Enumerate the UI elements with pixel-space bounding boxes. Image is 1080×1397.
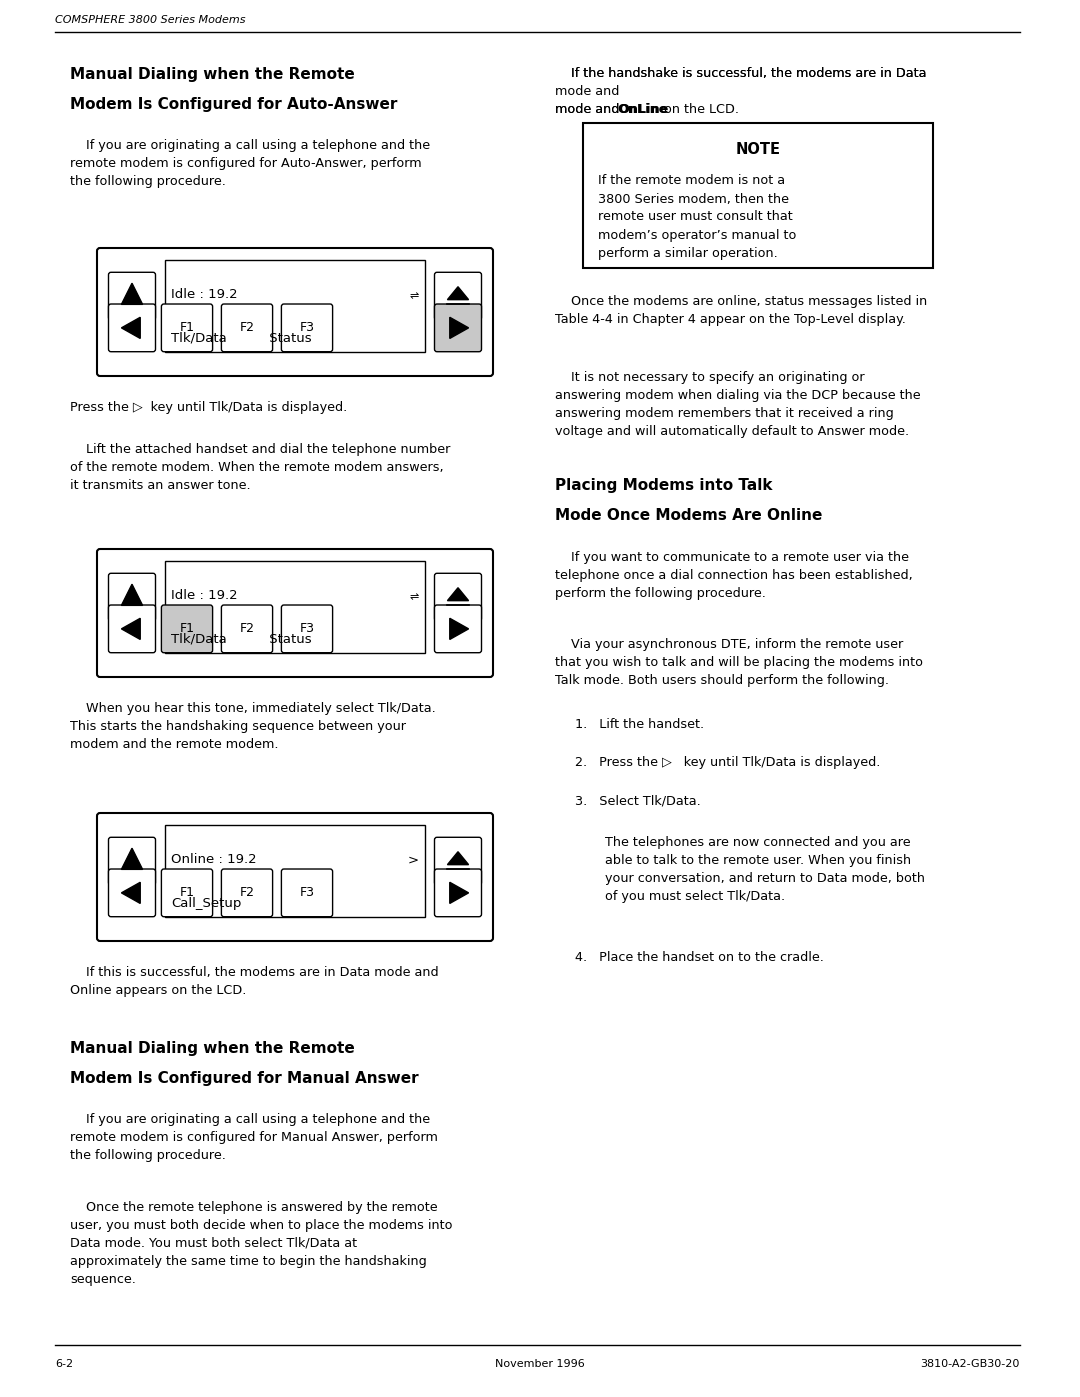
Text: Idle : 19.2: Idle : 19.2	[171, 590, 238, 602]
Text: 2.   Press the ▷   key until Tlk/Data is displayed.: 2. Press the ▷ key until Tlk/Data is dis…	[575, 757, 880, 770]
FancyBboxPatch shape	[221, 605, 272, 652]
Polygon shape	[447, 852, 469, 865]
FancyBboxPatch shape	[165, 560, 426, 654]
Text: It is not necessary to specify an originating or
answering modem when dialing vi: It is not necessary to specify an origin…	[555, 370, 920, 437]
Text: 1.   Lift the handset.: 1. Lift the handset.	[575, 718, 704, 732]
Text: Via your asynchronous DTE, inform the remote user
that you wish to talk and will: Via your asynchronous DTE, inform the re…	[555, 638, 923, 687]
Text: F1: F1	[179, 321, 194, 334]
Text: Tlk/Data          Status: Tlk/Data Status	[171, 633, 312, 645]
FancyBboxPatch shape	[161, 305, 213, 352]
Text: F3: F3	[299, 321, 314, 334]
Text: ⇌: ⇌	[409, 592, 419, 602]
FancyBboxPatch shape	[282, 869, 333, 916]
FancyBboxPatch shape	[221, 869, 272, 916]
Text: F1: F1	[179, 622, 194, 636]
Text: Press the ▷  key until Tlk/Data is displayed.: Press the ▷ key until Tlk/Data is displa…	[70, 401, 348, 414]
FancyBboxPatch shape	[221, 305, 272, 352]
Text: F3: F3	[299, 886, 314, 900]
Text: OnLine: OnLine	[617, 102, 667, 116]
Text: 4.   Place the handset on to the cradle.: 4. Place the handset on to the cradle.	[575, 951, 824, 964]
FancyBboxPatch shape	[108, 605, 156, 652]
FancyBboxPatch shape	[434, 837, 482, 884]
Text: 3810-A2-GB30-20: 3810-A2-GB30-20	[920, 1359, 1020, 1369]
Text: Once the modems are online, status messages listed in
Table 4-4 in Chapter 4 app: Once the modems are online, status messa…	[555, 296, 928, 327]
FancyBboxPatch shape	[97, 249, 492, 376]
Text: If you want to communicate to a remote user via the
telephone once a dial connec: If you want to communicate to a remote u…	[555, 550, 913, 599]
FancyBboxPatch shape	[97, 549, 492, 678]
Text: November 1996: November 1996	[495, 1359, 585, 1369]
Text: COMSPHERE 3800 Series Modems: COMSPHERE 3800 Series Modems	[55, 15, 245, 25]
FancyBboxPatch shape	[108, 869, 156, 916]
Text: If the remote modem is not a
3800 Series modem, then the
remote user must consul: If the remote modem is not a 3800 Series…	[598, 175, 796, 260]
FancyBboxPatch shape	[583, 123, 933, 267]
FancyBboxPatch shape	[282, 605, 333, 652]
Polygon shape	[447, 286, 469, 300]
Text: F2: F2	[240, 886, 255, 900]
Polygon shape	[121, 883, 140, 904]
Polygon shape	[121, 619, 140, 640]
Polygon shape	[121, 848, 143, 869]
Text: Modem Is Configured for Manual Answer: Modem Is Configured for Manual Answer	[70, 1071, 419, 1085]
Text: If you are originating a call using a telephone and the
remote modem is configur: If you are originating a call using a te…	[70, 138, 430, 189]
FancyBboxPatch shape	[434, 605, 482, 652]
FancyBboxPatch shape	[282, 305, 333, 352]
FancyBboxPatch shape	[108, 837, 156, 884]
FancyBboxPatch shape	[161, 605, 213, 652]
Text: on the LCD.: on the LCD.	[660, 102, 739, 116]
Text: Idle : 19.2: Idle : 19.2	[171, 288, 238, 302]
Text: ⇌: ⇌	[409, 291, 419, 302]
Text: F3: F3	[299, 622, 314, 636]
Polygon shape	[449, 883, 469, 904]
Polygon shape	[121, 317, 140, 338]
Polygon shape	[449, 619, 469, 640]
Text: 3.   Select Tlk/Data.: 3. Select Tlk/Data.	[575, 795, 701, 807]
Text: >: >	[408, 854, 419, 866]
Text: Mode Once Modems Are Online: Mode Once Modems Are Online	[555, 509, 822, 524]
Text: If the handshake is successful, the modems are in Data
mode and: If the handshake is successful, the mode…	[555, 67, 927, 98]
Text: If the handshake is successful, the modems are in Data: If the handshake is successful, the mode…	[555, 67, 927, 80]
Text: OnLine: OnLine	[618, 103, 669, 116]
FancyBboxPatch shape	[108, 305, 156, 352]
Text: mode and: mode and	[555, 102, 623, 116]
Text: Once the remote telephone is answered by the remote
user, you must both decide w: Once the remote telephone is answered by…	[70, 1201, 453, 1287]
Text: mode and: mode and	[555, 103, 623, 116]
Text: If you are originating a call using a telephone and the
remote modem is configur: If you are originating a call using a te…	[70, 1113, 437, 1162]
Polygon shape	[449, 317, 469, 338]
Text: 6-2: 6-2	[55, 1359, 73, 1369]
FancyBboxPatch shape	[434, 305, 482, 352]
Text: F2: F2	[240, 622, 255, 636]
FancyBboxPatch shape	[434, 272, 482, 320]
Text: Call_Setup: Call_Setup	[171, 897, 241, 909]
FancyBboxPatch shape	[161, 869, 213, 916]
FancyBboxPatch shape	[97, 813, 492, 942]
Polygon shape	[447, 588, 469, 601]
Text: F2: F2	[240, 321, 255, 334]
Text: The telephones are now connected and you are
able to talk to the remote user. Wh: The telephones are now connected and you…	[605, 837, 924, 904]
Text: When you hear this tone, immediately select Tlk/Data.
This starts the handshakin: When you hear this tone, immediately sel…	[70, 703, 435, 752]
Text: Manual Dialing when the Remote: Manual Dialing when the Remote	[70, 67, 354, 82]
FancyBboxPatch shape	[434, 573, 482, 622]
FancyBboxPatch shape	[434, 869, 482, 916]
Text: Online : 19.2: Online : 19.2	[171, 854, 257, 866]
FancyBboxPatch shape	[108, 573, 156, 622]
Text: Lift the attached handset and dial the telephone number
of the remote modem. Whe: Lift the attached handset and dial the t…	[70, 443, 450, 492]
Text: Manual Dialing when the Remote: Manual Dialing when the Remote	[70, 1041, 354, 1056]
Text: Placing Modems into Talk: Placing Modems into Talk	[555, 479, 772, 493]
Text: Tlk/Data          Status: Tlk/Data Status	[171, 332, 312, 345]
Text: Modem Is Configured for Auto-Answer: Modem Is Configured for Auto-Answer	[70, 96, 397, 112]
Text: If this is successful, the modems are in Data mode and
Online appears on the LCD: If this is successful, the modems are in…	[70, 965, 438, 997]
FancyBboxPatch shape	[108, 272, 156, 320]
Text: F1: F1	[179, 886, 194, 900]
FancyBboxPatch shape	[165, 260, 426, 352]
FancyBboxPatch shape	[165, 824, 426, 918]
Polygon shape	[121, 584, 143, 605]
Polygon shape	[121, 284, 143, 305]
Text: NOTE: NOTE	[735, 142, 781, 158]
